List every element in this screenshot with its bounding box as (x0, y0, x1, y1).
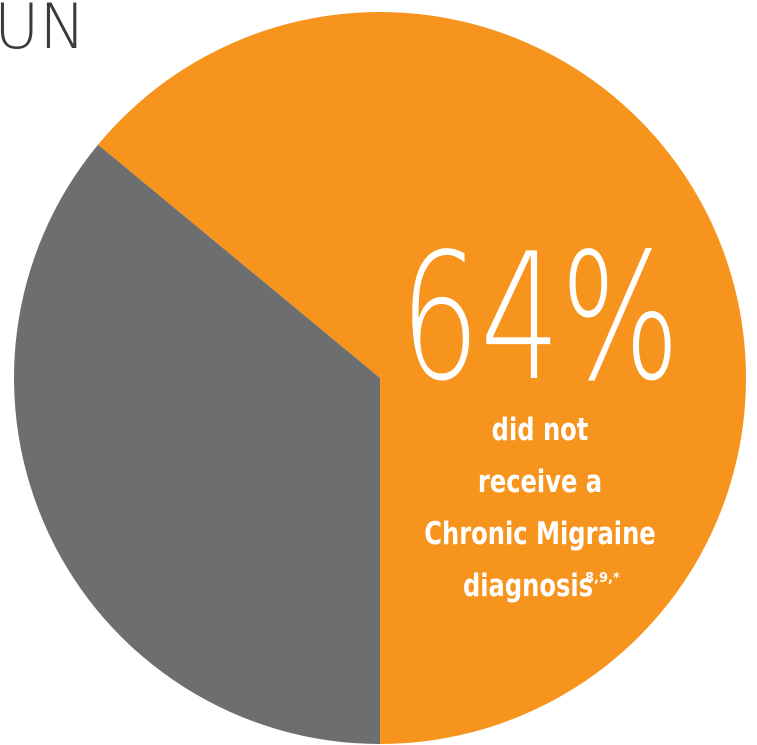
pie-slice (14, 144, 381, 744)
category-label: diagnosis (463, 567, 593, 604)
category-label: Chronic Migraine (424, 515, 655, 552)
category-label: did not (492, 411, 589, 448)
value-label: 64% (400, 215, 680, 419)
pie (14, 11, 746, 744)
footnote-ref: 8,9,* (585, 571, 620, 586)
slice-labels: 64%did not receive a Chronic Migraine diagn… (400, 215, 680, 604)
category-label: receive a (478, 463, 602, 500)
pie-slice (97, 11, 746, 744)
chart-title: UN (0, 0, 86, 63)
